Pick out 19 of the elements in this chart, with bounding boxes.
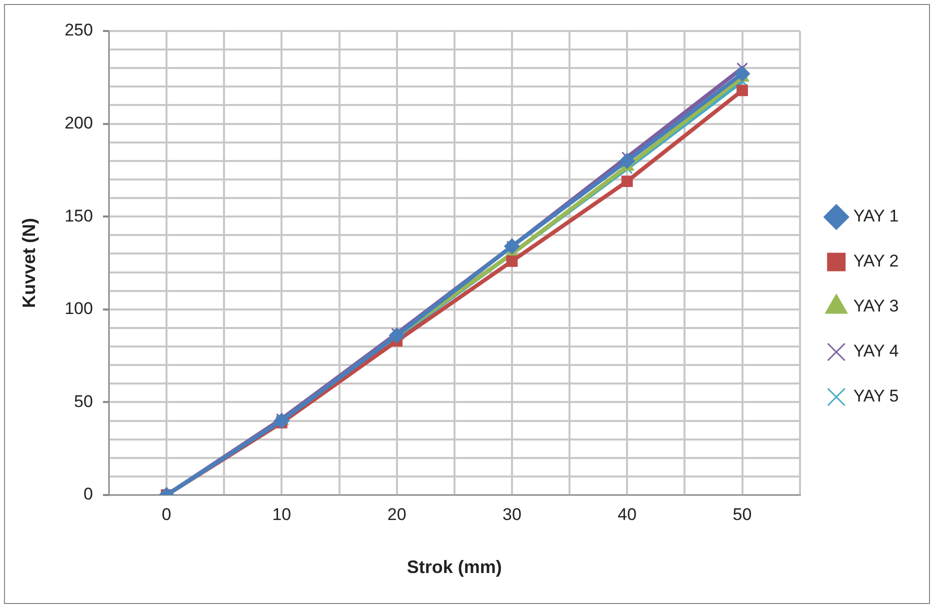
- legend-label: YAY 2: [853, 252, 899, 271]
- y-tick-label: 0: [83, 484, 93, 504]
- x-tick-label: 50: [732, 504, 752, 524]
- x-tick-label: 30: [502, 504, 522, 524]
- y-tick-label: 200: [64, 113, 93, 132]
- legend-label: YAY 4: [853, 342, 899, 361]
- y-axis-title: Kuvvet (N): [18, 218, 39, 308]
- y-tick-label: 150: [64, 206, 93, 226]
- x-tick-label: 40: [618, 504, 637, 524]
- y-tick-label: 50: [74, 392, 93, 411]
- legend-label: YAY 1: [853, 206, 899, 226]
- x-axis-title: Strok (mm): [406, 557, 502, 578]
- y-tick-label: 250: [64, 20, 93, 40]
- legend-label: YAY 5: [853, 386, 899, 406]
- x-tick-label: 20: [387, 504, 406, 524]
- x-tick-label: 0: [162, 504, 172, 524]
- legend-label: YAY 3: [853, 296, 899, 316]
- y-tick-label: 100: [64, 299, 93, 318]
- x-tick-label: 10: [272, 504, 292, 524]
